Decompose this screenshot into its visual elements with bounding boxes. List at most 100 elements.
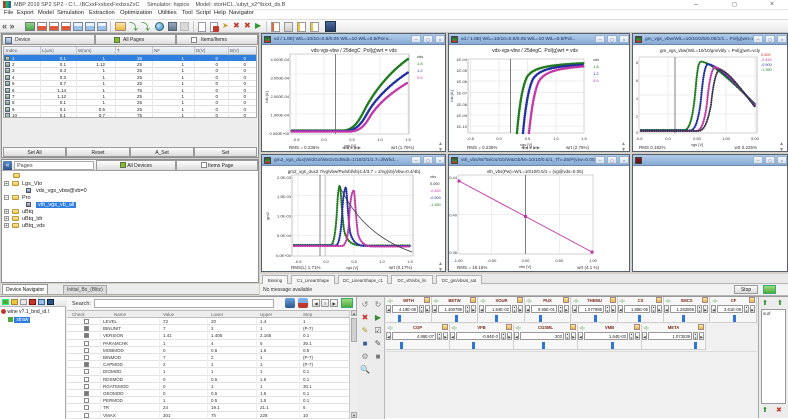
svg-text:-0.5: -0.5 bbox=[293, 137, 301, 142]
svg-text:-0.5: -0.5 bbox=[467, 136, 475, 141]
svg-text:5.00: 5.00 bbox=[751, 136, 760, 141]
svg-text:-0.50: -0.50 bbox=[487, 258, 497, 263]
svg-text:-0.5: -0.5 bbox=[636, 136, 644, 141]
svg-text:-0.900: -0.900 bbox=[761, 63, 772, 67]
svg-text:1.5: 1.5 bbox=[407, 259, 413, 264]
svg-text:0.5: 0.5 bbox=[349, 137, 355, 142]
svg-text:0.40: 0.40 bbox=[449, 213, 458, 218]
svg-text:vds-vgs-vbw / 25degC Pol(g)wr: vds-vgs-vbw / 25degC Pol(g)wrt = vds bbox=[492, 48, 578, 54]
svg-text:0: 0 bbox=[636, 131, 638, 135]
svg-text:1E-07: 1E-07 bbox=[456, 91, 467, 96]
svg-text:1.5E-03: 1.5E-03 bbox=[277, 194, 292, 199]
svg-text:0.0: 0.0 bbox=[321, 137, 327, 142]
svg-text:-1.350: -1.350 bbox=[761, 68, 772, 72]
svg-text:vgs [V]: vgs [V] bbox=[344, 143, 356, 148]
svg-text:▲: ▲ bbox=[779, 141, 784, 147]
svg-text:vgs [V]: vgs [V] bbox=[691, 142, 703, 147]
svg-text:1.2: 1.2 bbox=[417, 68, 423, 73]
svg-text:1.5: 1.5 bbox=[581, 136, 587, 141]
svg-text:1.000E-04: 1.000E-04 bbox=[271, 113, 290, 118]
svg-text:▼: ▼ bbox=[621, 147, 626, 151]
svg-text:0.6: 0.6 bbox=[417, 75, 423, 80]
svg-text:vds: vds bbox=[417, 54, 423, 59]
svg-text:vbs [V]: vbs [V] bbox=[519, 264, 531, 269]
svg-text:-0.450: -0.450 bbox=[761, 58, 772, 62]
svg-text:wrt (1.75%): wrt (1.75%) bbox=[391, 145, 415, 150]
svg-text:0.000: 0.000 bbox=[430, 182, 440, 186]
svg-text:0.000: 0.000 bbox=[761, 53, 771, 57]
svg-text:RMS(L) 1.71%: RMS(L) 1.71% bbox=[291, 265, 321, 270]
svg-text:1E-09: 1E-09 bbox=[456, 113, 467, 118]
svg-text:1E-06: 1E-06 bbox=[456, 79, 467, 84]
svg-text:0.5: 0.5 bbox=[525, 136, 531, 141]
svg-text:1.5: 1.5 bbox=[405, 137, 411, 142]
svg-text:ids [A]: ids [A] bbox=[449, 90, 454, 101]
svg-text:1.00: 1.00 bbox=[722, 136, 731, 141]
svg-text:▲: ▲ bbox=[438, 141, 443, 147]
svg-text:1.8: 1.8 bbox=[417, 61, 423, 66]
svg-text:RMS = 18.15%: RMS = 18.15% bbox=[457, 265, 487, 270]
svg-text:-1.00: -1.00 bbox=[453, 258, 463, 263]
svg-text:vth_vbs(Pw)=W/L=10/10/0.5/1 =: vth_vbs(Pw)=W/L=10/10/0.5/1 = (vg@vds=0.… bbox=[487, 169, 584, 174]
svg-text:wrt (4.1 %): wrt (4.1 %) bbox=[577, 265, 599, 270]
svg-text:gm2: gm2 bbox=[265, 211, 270, 220]
svg-text:wrt (2.75%): wrt (2.75%) bbox=[566, 145, 590, 150]
svg-text:▼: ▼ bbox=[438, 267, 443, 271]
svg-text:2: 2 bbox=[636, 115, 638, 119]
svg-text:RMS 0.182%: RMS 0.182% bbox=[639, 145, 666, 150]
svg-text:0.0E+00: 0.0E+00 bbox=[276, 253, 292, 258]
svg-text:0.44: 0.44 bbox=[449, 175, 458, 180]
svg-text:-0.900: -0.900 bbox=[430, 196, 441, 200]
svg-text:0.36: 0.36 bbox=[449, 250, 458, 255]
svg-text:0.0: 0.0 bbox=[323, 259, 329, 264]
svg-text:3.000E-04: 3.000E-04 bbox=[271, 76, 290, 81]
svg-text:vgs [V]: vgs [V] bbox=[520, 142, 532, 147]
svg-text:2.000E-04: 2.000E-04 bbox=[271, 94, 290, 99]
svg-text:vbs: vbs bbox=[430, 174, 436, 179]
svg-text:1.0: 1.0 bbox=[377, 137, 383, 142]
svg-text:1E-04: 1E-04 bbox=[456, 57, 467, 62]
svg-text:0.00: 0.00 bbox=[522, 258, 531, 263]
svg-text:vds-vgs-vbw / 25degC Pol(g)wr: vds-vgs-vbw / 25degC Pol(g)wrt = vds bbox=[311, 48, 397, 54]
svg-text:▼: ▼ bbox=[779, 147, 784, 151]
svg-text:1.0: 1.0 bbox=[553, 136, 559, 141]
svg-text:2.0E-03: 2.0E-03 bbox=[277, 175, 292, 180]
svg-text:1E-05: 1E-05 bbox=[456, 68, 467, 73]
svg-text:-1.350: -1.350 bbox=[430, 203, 441, 207]
svg-text:wrt (0.17%): wrt (0.17%) bbox=[389, 265, 413, 270]
svg-text:0.50: 0.50 bbox=[693, 136, 702, 141]
svg-text:1.0E-03: 1.0E-03 bbox=[277, 214, 292, 219]
svg-text:1.8: 1.8 bbox=[593, 64, 599, 69]
svg-text:RMS = 0.236%: RMS = 0.236% bbox=[467, 145, 497, 150]
svg-text:1E-10: 1E-10 bbox=[456, 124, 467, 129]
svg-text:4: 4 bbox=[636, 97, 638, 101]
svg-text:▼: ▼ bbox=[438, 147, 443, 151]
svg-text:1E-08: 1E-08 bbox=[456, 102, 467, 107]
svg-text:0.50: 0.50 bbox=[555, 258, 564, 263]
svg-text:-0.5: -0.5 bbox=[295, 259, 303, 264]
svg-text:1.0: 1.0 bbox=[379, 259, 385, 264]
svg-text:-0.450: -0.450 bbox=[430, 189, 441, 193]
svg-text:4.000E-04: 4.000E-04 bbox=[271, 57, 290, 62]
svg-text:8: 8 bbox=[636, 61, 638, 65]
svg-text:▲: ▲ bbox=[438, 261, 443, 267]
svg-text:0.5: 0.5 bbox=[351, 259, 357, 264]
svg-text:gm_vgs_vbw(W/L=10/10/gm/vbly =: gm_vgs_vbw(W/L=10/10/gm/vbly = Pol(g)wrt… bbox=[660, 48, 761, 53]
svg-text:vgs [V]: vgs [V] bbox=[346, 265, 358, 270]
svg-text:0.0: 0.0 bbox=[665, 136, 671, 141]
svg-text:wrt 0.225%: wrt 0.225% bbox=[734, 145, 757, 150]
svg-text:gm2_vgs_dux2.7/vg/vbw/Pw/vbl/v: gm2_vgs_dux2.7/vg/vbw/Pw/vbl/vb(4.4/3.7 … bbox=[288, 169, 421, 174]
svg-text:◀◀ ■ ▶▶: ◀◀ ■ ▶▶ bbox=[521, 145, 541, 150]
svg-text:RMS = 0.236%: RMS = 0.236% bbox=[289, 145, 319, 150]
svg-text:vds: vds bbox=[593, 57, 599, 62]
svg-text:6: 6 bbox=[636, 79, 638, 83]
svg-text:0.6: 0.6 bbox=[593, 78, 599, 83]
svg-text:0.000E+00: 0.000E+00 bbox=[270, 131, 290, 136]
svg-text:▲: ▲ bbox=[621, 141, 626, 147]
svg-text:ids [A]: ids [A] bbox=[264, 91, 269, 102]
svg-text:1.00: 1.00 bbox=[589, 258, 598, 263]
svg-text:◀◀ ■ ▶▶: ◀◀ ■ ▶▶ bbox=[342, 145, 362, 150]
svg-text:1.2: 1.2 bbox=[593, 71, 599, 76]
svg-text:0.0: 0.0 bbox=[496, 136, 502, 141]
svg-text:5.0E-04: 5.0E-04 bbox=[277, 233, 292, 238]
